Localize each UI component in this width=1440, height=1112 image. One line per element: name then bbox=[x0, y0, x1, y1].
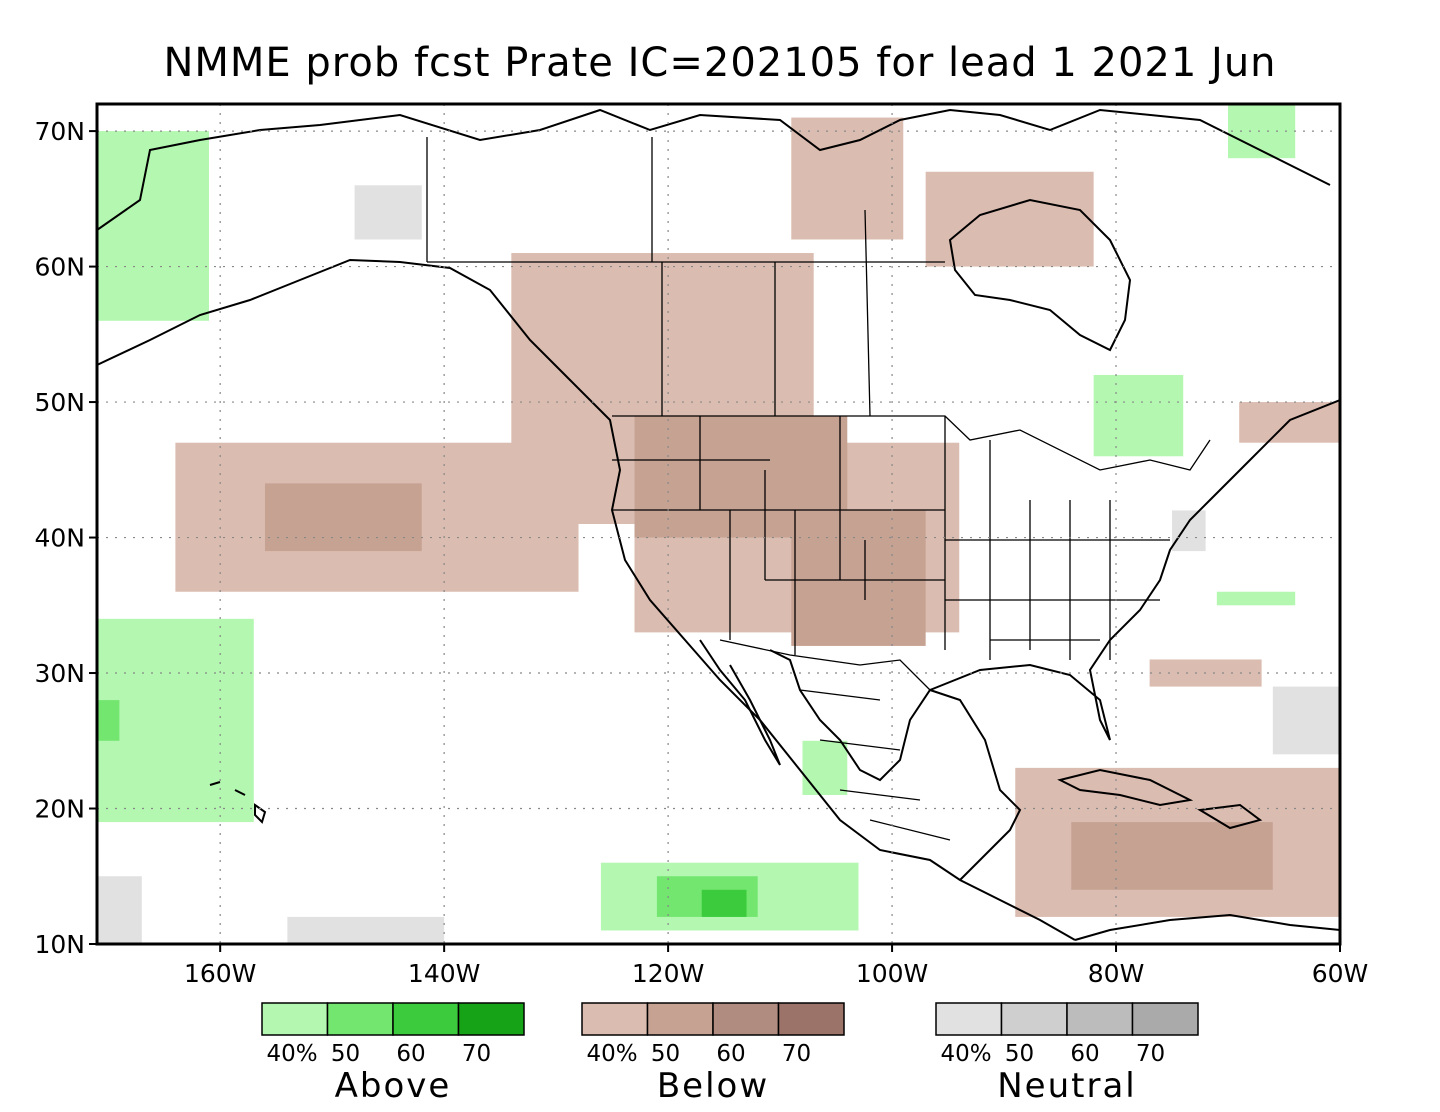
graticule bbox=[97, 104, 1340, 944]
above-region-1 bbox=[97, 618, 254, 823]
above-region-6 bbox=[1093, 374, 1184, 457]
coastline-hispaniola bbox=[1197, 803, 1263, 830]
legend-tick-label: 50 bbox=[651, 1041, 680, 1067]
legend-below: 40% 50 60 70 Below bbox=[581, 1002, 845, 1106]
lat-tick-label: 30N bbox=[34, 659, 85, 688]
lon-tick-label: 100W bbox=[856, 959, 928, 988]
lat-tick-label: 10N bbox=[34, 930, 85, 959]
lon-tick-label: 160W bbox=[184, 959, 256, 988]
coastline-cuba bbox=[1057, 768, 1194, 807]
border-canada-provinces bbox=[427, 137, 945, 417]
border-canada-us bbox=[612, 415, 1211, 471]
coastline-south-america bbox=[1074, 913, 1340, 941]
lon-tick-label: 60W bbox=[1312, 959, 1369, 988]
border-us-states bbox=[612, 416, 1170, 660]
above-region-9 bbox=[802, 740, 848, 795]
below-region-9 bbox=[925, 171, 1094, 267]
legend-swatch bbox=[646, 1002, 714, 1036]
legend-tick-label: 70 bbox=[462, 1041, 491, 1067]
legend-swatch bbox=[777, 1002, 845, 1036]
coastline-hudson-bay bbox=[948, 198, 1132, 352]
coastline-hawaii bbox=[209, 781, 267, 824]
above-region-2 bbox=[97, 700, 120, 741]
legend-swatch bbox=[261, 1002, 329, 1036]
probability-regions bbox=[97, 104, 1340, 944]
border-us-mexico bbox=[719, 639, 931, 691]
neutral-region-4 bbox=[1172, 510, 1206, 552]
neutral-region-0 bbox=[97, 876, 142, 944]
legend-swatch bbox=[326, 1002, 394, 1036]
lat-tick-label: 60N bbox=[34, 253, 85, 282]
below-region-3 bbox=[791, 510, 926, 646]
legend-swatch bbox=[457, 1002, 525, 1036]
legend-swatch bbox=[1066, 1002, 1134, 1036]
legend-title: Above bbox=[335, 1066, 452, 1106]
lat-tick-label: 20N bbox=[34, 795, 85, 824]
border-mexico-states bbox=[799, 689, 951, 841]
map-frame bbox=[95, 102, 1342, 946]
legend-swatch bbox=[581, 1002, 649, 1036]
legend-tick-label: 40% bbox=[940, 1041, 991, 1067]
lon-tick-label: 80W bbox=[1088, 959, 1145, 988]
legend-tick-label: 40% bbox=[266, 1041, 317, 1067]
legend-tick-label: 40% bbox=[586, 1041, 637, 1067]
legend-tick-label: 50 bbox=[331, 1041, 360, 1067]
legend-swatch bbox=[935, 1002, 1003, 1036]
below-region-11 bbox=[1239, 402, 1340, 443]
lon-tick-label: 140W bbox=[408, 959, 480, 988]
above-region-0 bbox=[97, 131, 209, 321]
neutral-region-3 bbox=[287, 916, 445, 944]
legend-swatch bbox=[712, 1002, 780, 1036]
above-region-8 bbox=[1216, 591, 1296, 606]
legend-tick-label: 70 bbox=[1136, 1041, 1165, 1067]
above-region-5 bbox=[701, 889, 747, 917]
coastline-baja bbox=[699, 639, 781, 766]
legend-tick-label: 60 bbox=[396, 1041, 425, 1067]
legend-title: Below bbox=[657, 1066, 769, 1106]
below-region-8 bbox=[791, 117, 904, 240]
legend-title: Neutral bbox=[997, 1066, 1137, 1106]
legend-swatch bbox=[1131, 1002, 1199, 1036]
legend-above: 40% 50 60 70 Above bbox=[261, 1002, 525, 1106]
below-region-5 bbox=[264, 483, 422, 552]
below-region-7 bbox=[1071, 822, 1273, 890]
map-title: NMME prob fcst Prate IC=202105 for lead … bbox=[163, 40, 1277, 86]
lat-tick-label: 70N bbox=[34, 117, 85, 146]
legend-tick-label: 60 bbox=[1070, 1041, 1099, 1067]
lon-tick-label: 120W bbox=[632, 959, 704, 988]
legend-tick-label: 60 bbox=[716, 1041, 745, 1067]
legend-tick-label: 50 bbox=[1005, 1041, 1034, 1067]
legend-swatch bbox=[1000, 1002, 1068, 1036]
coastline-alaska bbox=[97, 108, 1331, 231]
political-borders bbox=[426, 137, 1211, 841]
axis-labels: 70N 60N 50N 40N 30N 20N 10N 160W 140W 120W 100W 80W… bbox=[34, 117, 1368, 988]
neutral-region-2 bbox=[1272, 686, 1340, 755]
lat-tick-label: 50N bbox=[34, 388, 85, 417]
legend-swatch bbox=[392, 1002, 460, 1036]
above-region-7 bbox=[1228, 104, 1296, 159]
neutral-region-1 bbox=[354, 185, 422, 240]
legend-tick-label: 70 bbox=[782, 1041, 811, 1067]
lat-tick-label: 40N bbox=[34, 524, 85, 553]
